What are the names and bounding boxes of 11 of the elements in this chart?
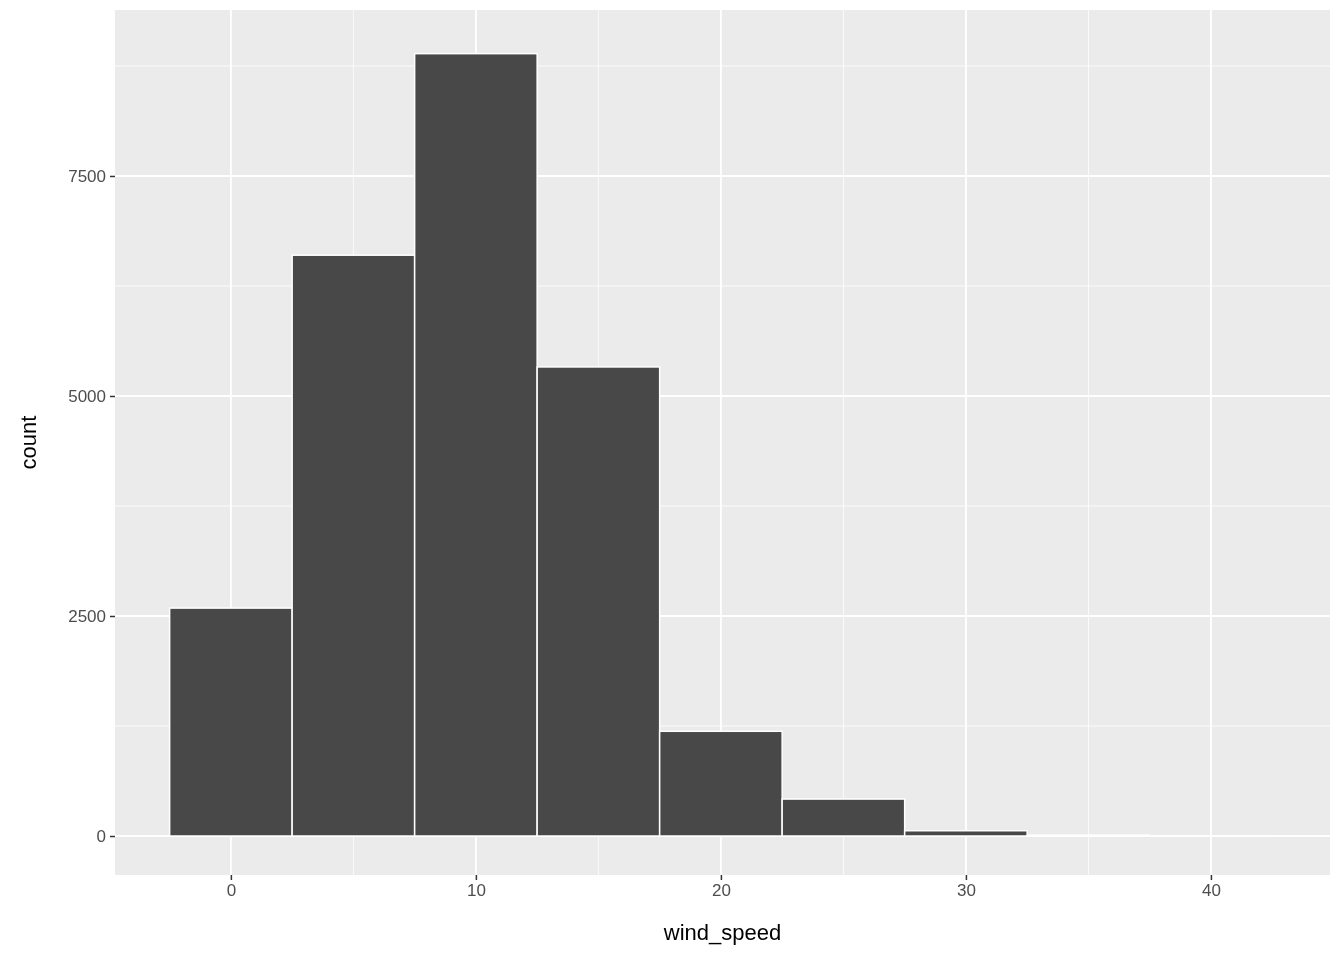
x-tick-label: 40 — [1201, 881, 1221, 901]
x-tick-label: 20 — [711, 881, 731, 901]
y-axis-title: count — [16, 415, 41, 470]
y-tick-label: 7500 — [68, 166, 106, 186]
x-tick-label: 10 — [466, 881, 486, 901]
x-axis-title: wind_speed — [662, 920, 782, 945]
x-tick-label: 30 — [956, 881, 976, 901]
y-tick-label: 0 — [96, 826, 106, 846]
y-tick-label: 2500 — [68, 606, 106, 626]
x-tick-label: 0 — [226, 881, 237, 901]
y-tick-label: 5000 — [68, 386, 106, 406]
